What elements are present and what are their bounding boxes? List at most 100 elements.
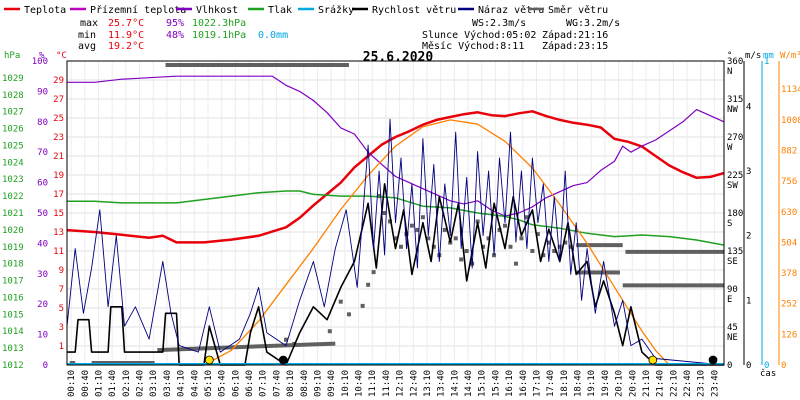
humidity-tick-5: 50 [37, 209, 48, 219]
wind-dir-point-4 [398, 244, 403, 249]
x-tick-8: 04:10 [177, 370, 187, 397]
wind-dir-point-38 [371, 270, 376, 275]
solar-tick-9: 1134 [781, 85, 800, 95]
temp-tick-11: 23 [53, 133, 64, 143]
wind-dir-point-1 [382, 211, 387, 215]
stat-max-temp: 25.7°C [108, 18, 144, 29]
solar-tick-2: 252 [781, 300, 797, 310]
stat-max-press: 1022.3hPa [192, 18, 246, 29]
series-line-4 [67, 183, 724, 366]
stat-max-label: max [80, 18, 98, 29]
solar-tick-6: 756 [781, 177, 797, 187]
x-tick-33: 16:40 [519, 370, 529, 397]
dir-tick-compass-2: E [727, 295, 732, 305]
legend-label-7: Směr větru [548, 4, 608, 16]
humidity-tick-10: 100 [32, 57, 48, 67]
plot-series [66, 63, 725, 366]
stat-ws: WS:2.3m/s [472, 18, 526, 29]
x-tick-24: 12:10 [396, 370, 406, 397]
humidity-tick-0: 0 [43, 361, 48, 371]
x-tick-10: 05:10 [204, 370, 214, 397]
wind-dir-point-15 [459, 257, 464, 262]
wind-dir-point-2 [388, 219, 393, 224]
pressure-tick-16: 1028 [2, 91, 24, 101]
stat-max-hum: 95% [166, 18, 184, 29]
pressure-tick-13: 1025 [2, 141, 24, 151]
dir-tick-8: 360 [727, 57, 743, 67]
series-line-2 [67, 190, 725, 246]
stat-avg-label: avg [78, 41, 96, 52]
x-tick-39: 19:40 [601, 370, 611, 397]
dir-tick-compass-7: NW [727, 105, 738, 115]
unit-hpa: hPa [4, 51, 20, 61]
wind-dir-point-19 [481, 244, 486, 249]
temp-tick-14: 29 [53, 76, 64, 86]
wind-dir-point-7 [415, 227, 420, 232]
stat-moon-set: Západ:23:15 [542, 40, 608, 52]
pressure-tick-10: 1022 [2, 192, 24, 202]
x-tick-26: 13:10 [423, 370, 433, 397]
wind-dir-point-23 [503, 223, 507, 228]
stats-block: max 25.7°C 95% 1022.3hPa min 11.9°C 48% … [78, 18, 620, 52]
wind-dir-point-24 [508, 244, 513, 249]
x-tick-2: 01:10 [94, 370, 104, 397]
pressure-tick-11: 1023 [2, 175, 24, 185]
x-tick-32: 16:10 [505, 370, 515, 397]
chart-title: 25.6.2020 [363, 50, 434, 65]
pressure-tick-3: 1015 [2, 310, 24, 320]
wind-tick-3: 3 [746, 167, 751, 177]
wind-dir-point-27 [524, 215, 529, 220]
unit-pct: % [39, 51, 45, 61]
x-tick-36: 18:10 [560, 370, 570, 397]
pressure-tick-9: 1021 [2, 209, 24, 219]
x-tick-13: 06:40 [245, 370, 255, 397]
x-tick-3: 01:40 [108, 370, 118, 397]
unit-wm2: W/m² [780, 51, 800, 61]
x-tick-38: 19:10 [587, 370, 597, 397]
dir-tick-0: 0 [727, 361, 732, 371]
x-tick-42: 21:10 [642, 370, 652, 397]
x-tick-27: 13:40 [437, 370, 447, 397]
wind-dir-point-35 [568, 244, 573, 249]
event-marker-2 [648, 355, 658, 365]
x-tick-12: 06:10 [231, 370, 241, 397]
stat-min-label: min [78, 30, 96, 41]
stat-min-press: 1019.1hPa [192, 30, 246, 41]
wind-dir-point-34 [563, 240, 568, 245]
humidity-tick-9: 90 [37, 87, 48, 97]
stat-moon: Měsíc Východ:8:11 [422, 40, 524, 52]
wind-dir-point-41 [346, 312, 351, 317]
x-tick-28: 14:10 [450, 370, 460, 397]
legend-label-1: Přízemní teplota [90, 4, 186, 16]
legend-label-0: Teplota [24, 5, 66, 16]
solar-tick-3: 378 [781, 269, 797, 279]
x-tick-20: 10:10 [341, 370, 351, 397]
wind-dir-point-16 [464, 249, 469, 253]
pressure-tick-12: 1024 [2, 158, 24, 168]
wind-tick-0: 0 [746, 361, 751, 371]
x-tick-17: 08:40 [300, 370, 310, 397]
event-marker-1 [278, 355, 288, 365]
dir-tick-compass-3: SE [727, 257, 738, 267]
solar-tick-5: 630 [781, 208, 797, 218]
temp-tick-12: 25 [53, 114, 64, 124]
x-tick-45: 22:40 [683, 370, 693, 397]
wind-dir-point-22 [497, 227, 502, 232]
rain-tick-1: 1 [764, 57, 769, 67]
solar-tick-4: 504 [781, 238, 797, 248]
x-tick-14: 07:10 [259, 370, 269, 397]
x-tick-4: 02:10 [122, 370, 132, 397]
legend-label-4: Srážky [318, 4, 354, 16]
stat-min-temp: 11.9°C [108, 30, 144, 41]
event-marker-3 [708, 355, 718, 365]
wind-dir-point-37 [366, 282, 371, 287]
wind-dir-point-3 [393, 236, 398, 241]
solar-tick-8: 1008 [781, 116, 800, 126]
x-tick-1: 00:40 [81, 370, 91, 397]
x-tick-18: 09:10 [313, 370, 323, 397]
x-tick-15: 07:40 [272, 370, 282, 397]
pressure-tick-2: 1014 [2, 327, 24, 337]
wind-dir-point-8 [420, 215, 425, 220]
legend-label-6: Náraz větru [478, 4, 544, 16]
stat-wg: WG:3.2m/s [566, 18, 620, 29]
